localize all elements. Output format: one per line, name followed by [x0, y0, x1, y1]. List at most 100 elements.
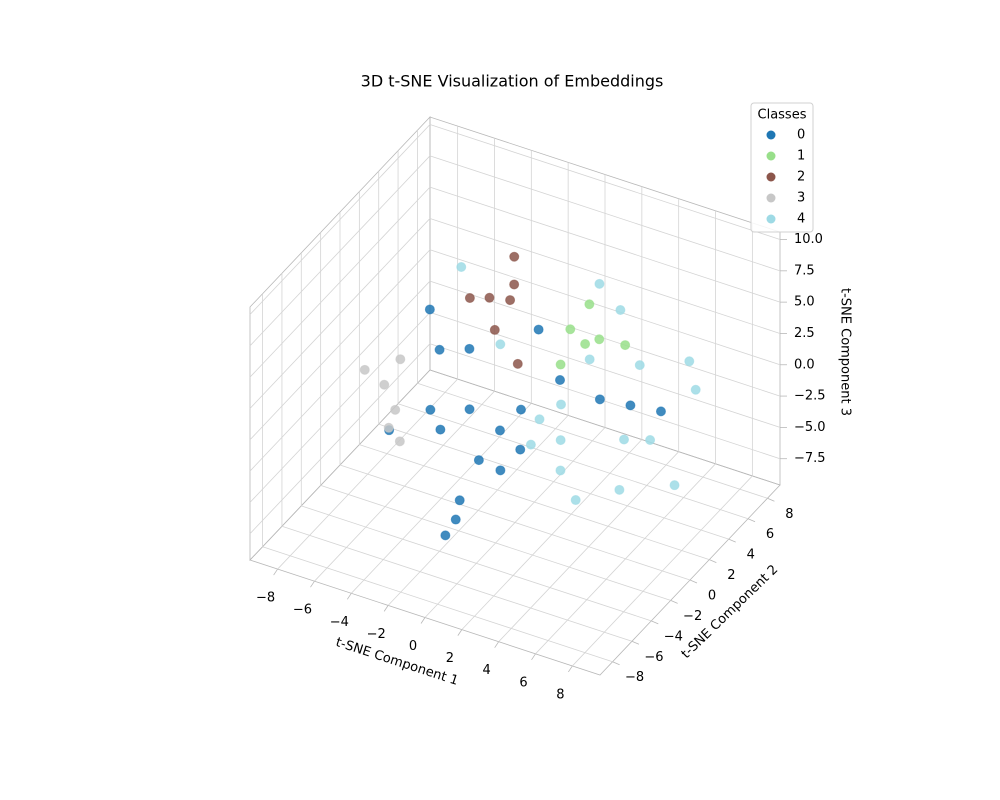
point [440, 530, 451, 541]
point [655, 406, 666, 417]
point [454, 495, 465, 506]
point [435, 424, 446, 435]
point [625, 400, 636, 411]
point [690, 384, 701, 395]
legend-marker [766, 130, 776, 140]
point [620, 340, 631, 351]
grid-line [249, 343, 431, 534]
point [570, 495, 581, 506]
point [489, 324, 500, 335]
point [669, 480, 680, 491]
x-tick-label: 4 [483, 663, 491, 678]
point [555, 435, 566, 446]
grid-line [249, 249, 431, 441]
legend-marker [766, 172, 776, 182]
point [534, 414, 545, 425]
x-tick-label: 8 [556, 687, 564, 702]
point [359, 364, 370, 375]
point [594, 334, 605, 345]
y-tick-label: −2 [683, 609, 702, 624]
point [584, 299, 595, 310]
grid-line [249, 218, 431, 409]
point [619, 434, 630, 445]
point [556, 399, 567, 410]
point [434, 344, 445, 355]
point [509, 251, 520, 262]
tick-mark [457, 629, 463, 636]
x-axis-label: t-SNE Component 1 [334, 635, 460, 689]
legend-label: 2 [797, 170, 805, 185]
x-tick-label: −2 [367, 627, 386, 642]
tick-mark [709, 559, 717, 563]
tick-mark [689, 579, 698, 584]
legend-marker [766, 151, 776, 161]
y-tick-label: 2 [727, 568, 735, 583]
point [464, 293, 475, 304]
x-tick-label: 2 [446, 651, 454, 666]
point [594, 278, 605, 289]
y-tick-label: 6 [766, 527, 774, 542]
y-tick-label: −6 [644, 650, 663, 665]
point [515, 444, 526, 455]
tick-mark [670, 600, 678, 604]
point [634, 360, 645, 371]
legend-marker [766, 193, 776, 203]
tick-mark [728, 538, 736, 543]
legend-label: 3 [797, 191, 805, 206]
panes [249, 115, 781, 676]
point [383, 422, 394, 433]
z-tick-label: −7.5 [794, 451, 826, 466]
z-tick-label: −2.5 [794, 389, 826, 404]
tick-mark [631, 640, 640, 645]
point [512, 358, 523, 369]
point [614, 484, 625, 495]
point [450, 514, 461, 525]
point [464, 343, 475, 354]
grid-line [429, 186, 781, 303]
tick-mark [651, 620, 659, 625]
point [515, 404, 526, 415]
grid-line [429, 249, 781, 366]
x-tick-label: 6 [519, 675, 527, 690]
point [525, 439, 536, 450]
x-tick-label: −8 [256, 591, 275, 606]
x-tick-label: −6 [293, 603, 312, 618]
point [484, 292, 495, 303]
tick-mark [612, 661, 620, 666]
tick-mark [767, 497, 775, 502]
grid-line [281, 525, 633, 642]
y-tick-label: 0 [708, 589, 716, 604]
z-tick-label: 10.0 [794, 232, 823, 247]
point [584, 354, 595, 365]
grid-line [429, 312, 781, 428]
point [456, 261, 467, 272]
x-tick-label: −4 [330, 615, 349, 630]
grid-line [429, 155, 781, 272]
grid-line [378, 423, 729, 540]
point [615, 304, 626, 315]
grid-line [249, 186, 431, 378]
point [379, 379, 390, 390]
point [580, 338, 591, 349]
grid-line [397, 403, 749, 520]
z-tick-label: 7.5 [794, 263, 815, 278]
point [473, 455, 484, 466]
legend-label: 0 [797, 128, 805, 143]
legend: Classes 0 1 2 3 4 [750, 102, 814, 233]
grid-line [301, 505, 652, 622]
grid-line [249, 312, 431, 503]
y-tick-label: −4 [664, 629, 683, 644]
tick-mark [273, 568, 278, 576]
tick-mark [310, 580, 315, 588]
z-tick-label: 0.0 [794, 357, 815, 372]
point [395, 354, 406, 365]
point [394, 436, 405, 447]
tick-mark [346, 593, 352, 600]
grid-line [429, 124, 781, 240]
grid-line [249, 280, 431, 472]
z-axis-label: t-SNE Component 3 [838, 288, 853, 416]
point [555, 375, 566, 386]
points [359, 251, 701, 541]
point [565, 324, 576, 335]
point [509, 279, 520, 290]
